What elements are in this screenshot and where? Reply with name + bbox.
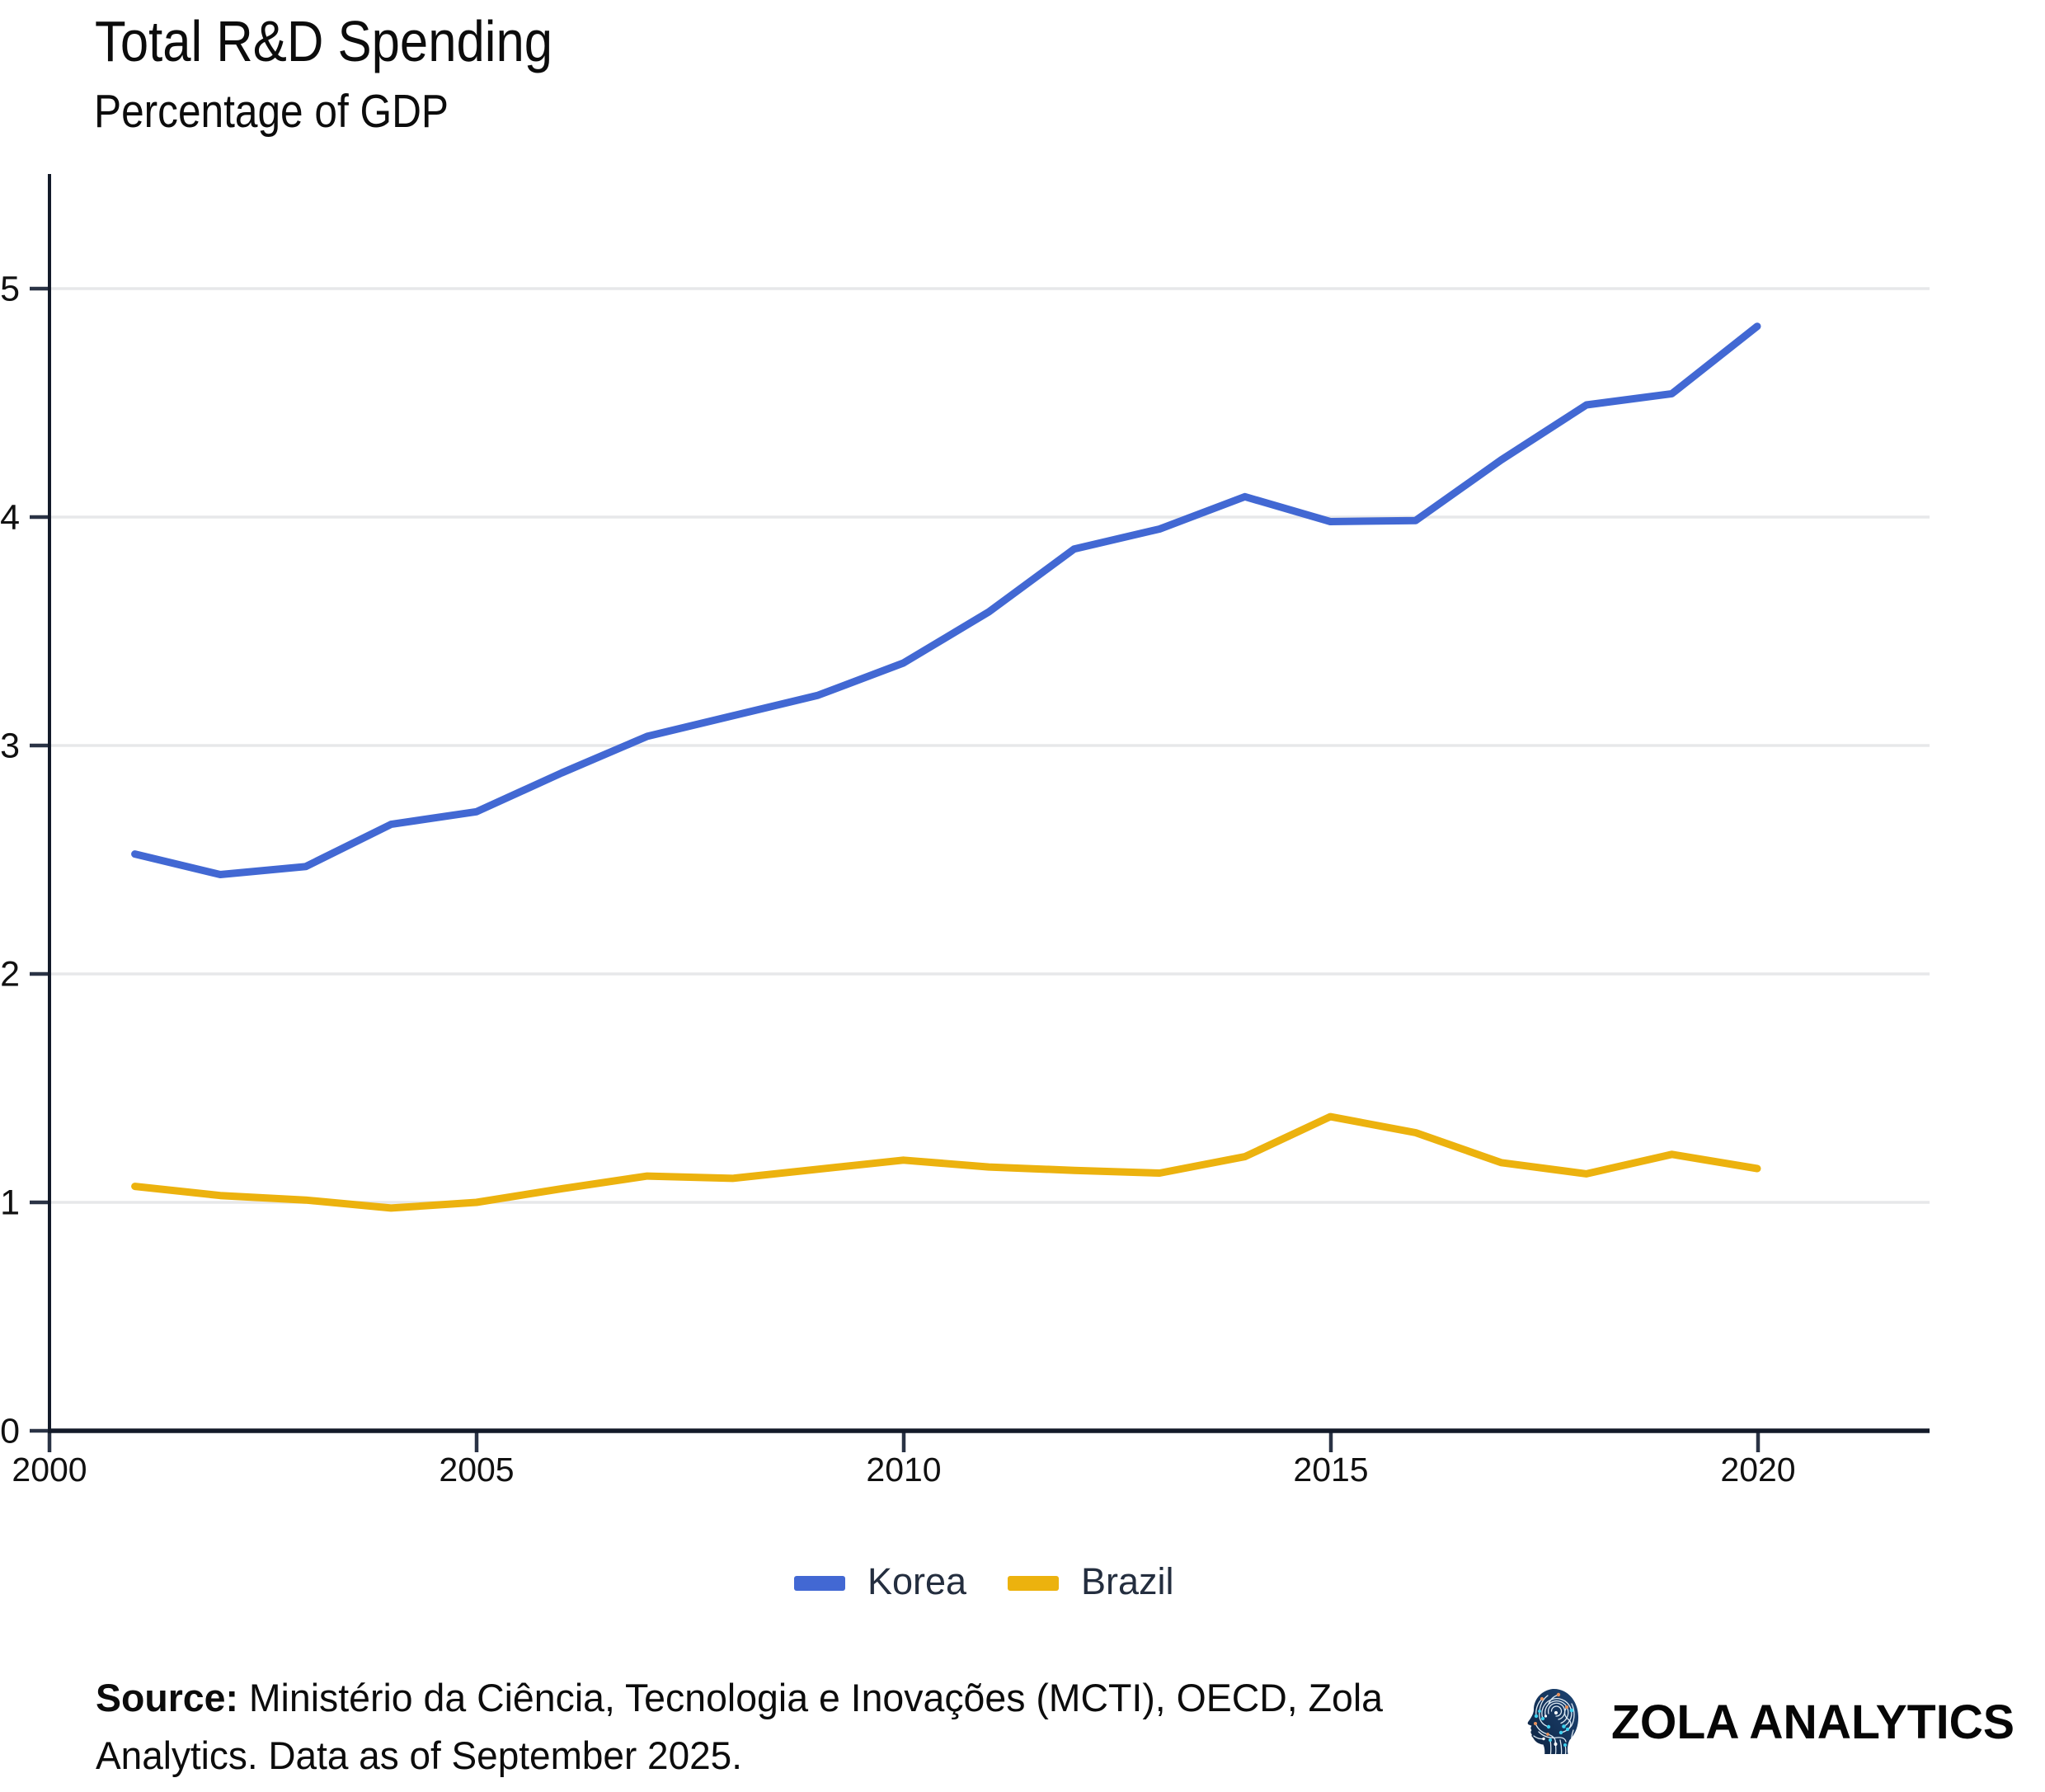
- svg-text:1: 1: [0, 1183, 20, 1223]
- svg-text:Percentage of GDP: Percentage of GDP: [94, 85, 449, 138]
- svg-text:Brazil: Brazil: [1081, 1560, 1174, 1602]
- svg-text:2005: 2005: [439, 1451, 514, 1489]
- svg-text:3: 3: [0, 727, 20, 766]
- svg-text:Analytics. Data as of Septembe: Analytics. Data as of September 2025.: [96, 1733, 742, 1777]
- svg-text:2: 2: [0, 955, 20, 995]
- svg-text:Korea: Korea: [867, 1560, 967, 1602]
- svg-text:Total R&D Spending: Total R&D Spending: [95, 9, 552, 73]
- svg-text:2020: 2020: [1720, 1451, 1795, 1489]
- svg-text:0: 0: [0, 1412, 20, 1451]
- svg-text:ZOLA ANALYTICS: ZOLA ANALYTICS: [1611, 1696, 2014, 1749]
- svg-text:2015: 2015: [1293, 1451, 1368, 1489]
- svg-text:2000: 2000: [12, 1451, 87, 1489]
- svg-text:2010: 2010: [866, 1451, 941, 1489]
- svg-text:Source: Ministério da Ciência,: Source: Ministério da Ciência, Tecnologi…: [96, 1676, 1384, 1719]
- svg-text:4: 4: [0, 498, 20, 538]
- svg-text:5: 5: [0, 270, 20, 309]
